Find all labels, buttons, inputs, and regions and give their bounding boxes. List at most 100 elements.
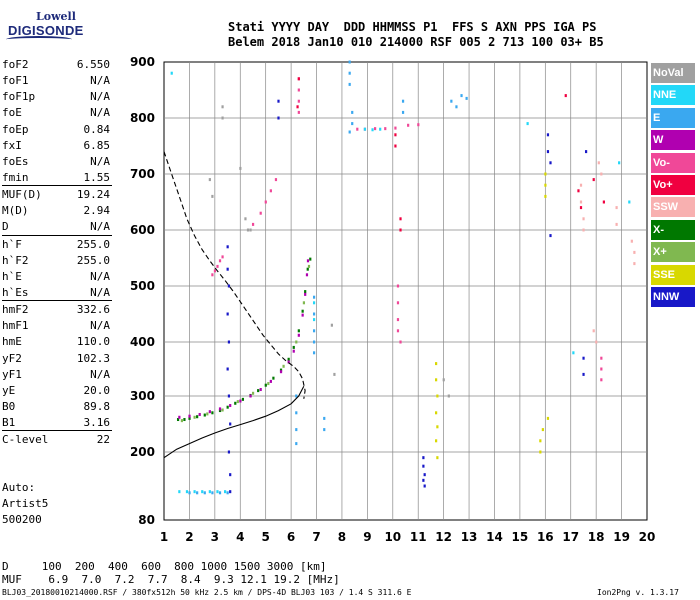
param-label: foF1p: [2, 90, 36, 104]
param-value: N/A: [90, 106, 110, 120]
params-group-virtual-heights: h`F 255.0 h`F2 255.0 h`E N/A h`Es N/A: [2, 236, 112, 302]
echo-point: [180, 419, 183, 423]
legend-entry: Vo-: [651, 152, 695, 173]
echo-point: [435, 411, 438, 415]
echo-point: [229, 422, 232, 426]
echo-point: [295, 340, 298, 344]
echo-point: [301, 309, 304, 313]
echo-point: [348, 60, 351, 64]
legend-entry: NNE: [651, 85, 695, 106]
echo-point: [188, 414, 191, 418]
echo-point: [216, 264, 219, 268]
param-label: yF2: [2, 351, 22, 365]
echo-point: [351, 122, 354, 126]
echo-point: [435, 378, 438, 382]
echo-point: [309, 257, 312, 261]
echo-point: [226, 245, 229, 249]
echo-point: [582, 356, 585, 360]
echo-point: [208, 410, 211, 414]
echo-point: [323, 416, 326, 420]
header-values-row: Belem 2018 Jan10 010 214000 RSF 005 2 71…: [228, 35, 604, 49]
echo-point: [396, 318, 400, 322]
y-tick-label: 600: [130, 223, 155, 237]
echo-point: [249, 394, 252, 398]
echo-point: [356, 127, 359, 131]
echo-point: [379, 127, 382, 131]
param-value: 6.550: [76, 58, 110, 71]
param-label: D: [2, 220, 9, 234]
param-row: foF1p N/A: [2, 88, 110, 104]
param-row: MUF(D) 19.24: [2, 186, 110, 202]
param-row-clevel: C-level 22: [2, 431, 110, 447]
legend-entry: SSE: [651, 264, 695, 285]
legend-entry: NNW: [651, 286, 695, 307]
echo-point: [218, 491, 222, 495]
echo-point: [460, 94, 463, 98]
direction-legend: NoVal NNE E W Vo- Vo+ SSW X- X+ SSE NNW: [651, 63, 695, 309]
echo-point: [269, 379, 272, 383]
param-label: yE: [2, 383, 16, 397]
echo-point: [282, 364, 285, 368]
param-row: M(D) 2.94: [2, 202, 110, 218]
param-row: foE N/A: [2, 104, 110, 120]
echo-point: [239, 166, 242, 170]
param-label: MUF(D): [2, 188, 42, 202]
echo-point: [287, 360, 290, 364]
echo-point: [600, 378, 603, 382]
echo-point: [422, 464, 425, 468]
param-label: h`F: [2, 237, 22, 251]
echo-point: [227, 394, 231, 398]
echo-point: [579, 200, 583, 204]
echo-point: [630, 239, 633, 243]
echo-point: [348, 130, 351, 134]
param-label: h`Es: [2, 285, 29, 299]
echo-point: [193, 415, 196, 419]
param-label: M(D): [2, 204, 29, 218]
x-tick-label: 11: [410, 530, 427, 544]
echo-point: [297, 77, 300, 81]
echo-point: [229, 473, 232, 477]
y-tick-label: 200: [130, 445, 155, 459]
params-separator: [2, 234, 112, 236]
echo-point: [435, 362, 438, 366]
echo-point: [396, 301, 400, 305]
echo-point: [312, 295, 316, 299]
echo-point: [401, 110, 405, 114]
echo-point: [234, 401, 237, 405]
param-row: foF1 N/A: [2, 72, 110, 88]
echo-point: [211, 194, 214, 198]
echo-point: [436, 425, 439, 429]
params-group-profile: hmF2 332.6 hmF1 N/A hmE 110.0 yF2 102.3 yF1 N/A yE…: [2, 301, 112, 432]
param-value: 0.84: [83, 122, 111, 136]
true-height-profile-curve: [163, 386, 305, 459]
echo-point: [301, 313, 304, 317]
legend-entry: X-: [651, 219, 695, 240]
echo-point: [279, 368, 283, 372]
echo-point: [579, 183, 583, 187]
legend-entry: SSW: [651, 197, 695, 218]
param-label: h`E: [2, 269, 22, 283]
x-tick-label: 1: [160, 530, 168, 544]
echo-point: [198, 412, 201, 416]
x-tick-label: 14: [486, 530, 503, 544]
echo-point: [227, 450, 231, 454]
echo-point: [302, 301, 306, 305]
echo-point: [633, 250, 636, 254]
echo-point: [312, 312, 316, 316]
param-value: 2.94: [83, 204, 111, 218]
param-value: N/A: [90, 285, 110, 299]
echo-point: [178, 490, 181, 494]
x-tick-label: 5: [262, 530, 270, 544]
echo-point: [539, 450, 542, 454]
x-tick-label: 7: [312, 530, 320, 544]
echo-point: [423, 473, 426, 477]
echo-point: [226, 491, 229, 495]
echo-point: [312, 318, 316, 322]
echo-point: [615, 206, 618, 210]
echo-point: [277, 99, 280, 103]
echo-point: [226, 267, 229, 271]
echo-point: [396, 329, 400, 333]
y-tick-label: 80: [138, 513, 155, 527]
param-value: 6.85: [83, 138, 111, 152]
